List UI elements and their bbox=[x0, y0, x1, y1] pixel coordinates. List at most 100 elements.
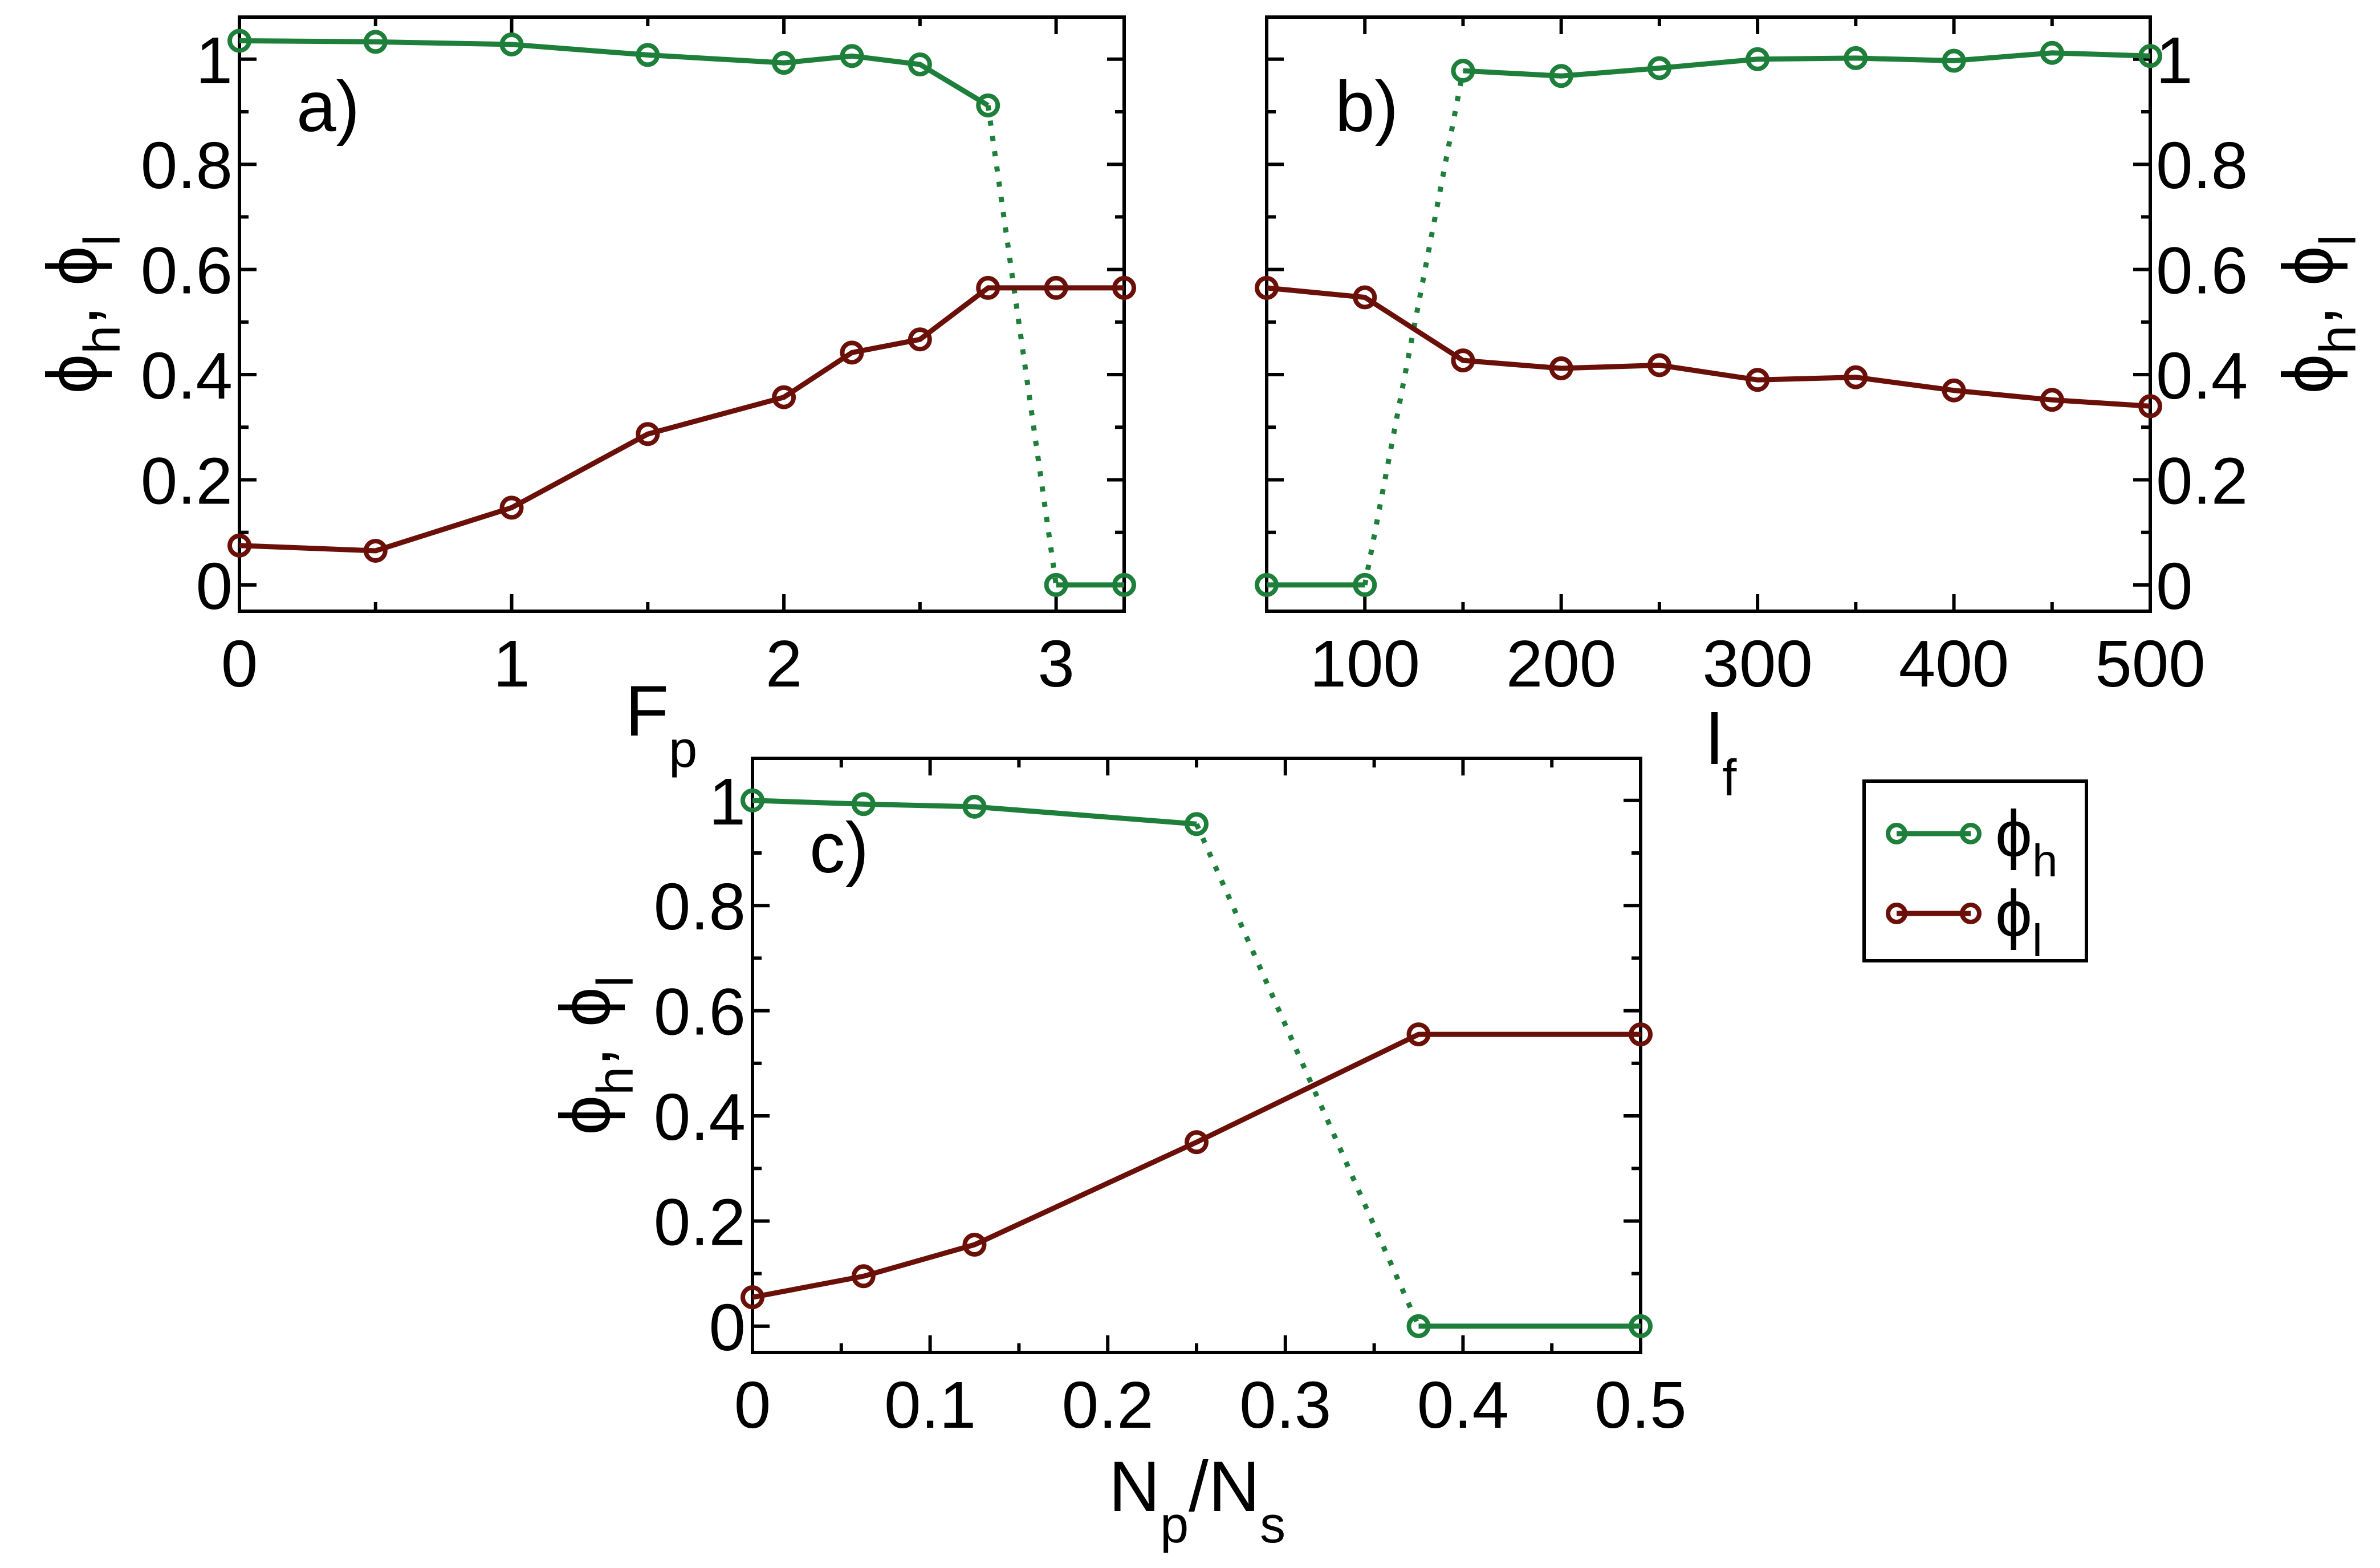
series-phi-h bbox=[741, 788, 1653, 1338]
y-tick-label: 0.4 bbox=[654, 1080, 746, 1154]
y-axis-label-part: l bbox=[74, 234, 131, 246]
x-tick-label: 0.2 bbox=[1062, 1368, 1154, 1442]
x-axis-label: Np/Ns bbox=[1109, 1447, 1285, 1554]
data-point bbox=[1406, 1022, 1431, 1047]
data-point bbox=[499, 32, 524, 56]
data-point bbox=[1746, 47, 1770, 71]
legend-subscript: h bbox=[2032, 835, 2058, 886]
legend-marker bbox=[1886, 903, 1907, 924]
y-tick-label: 0.8 bbox=[141, 128, 233, 202]
data-point bbox=[1255, 572, 1279, 597]
panel-label: a) bbox=[296, 67, 360, 147]
y-tick-label: 0.6 bbox=[2156, 234, 2248, 308]
y-tick-label: 0.2 bbox=[654, 1185, 746, 1259]
y-axis-label-part: h bbox=[587, 1067, 644, 1095]
data-point bbox=[772, 51, 796, 75]
data-point bbox=[636, 43, 660, 67]
y-axis-label-part: ϕ bbox=[33, 246, 112, 286]
data-point bbox=[2040, 40, 2064, 65]
legend-box bbox=[1862, 779, 2088, 962]
series-phi-h bbox=[227, 29, 1136, 597]
series-dotted-transition bbox=[1194, 823, 1421, 1327]
data-point bbox=[1647, 353, 1671, 377]
y-tick-label: 1 bbox=[709, 765, 746, 839]
data-point bbox=[1185, 812, 1209, 836]
y-axis-label-part: , bbox=[33, 286, 112, 325]
y-axis-label-part: h bbox=[2310, 326, 2367, 354]
legend-marker bbox=[1886, 823, 1907, 844]
x-tick-label: 0 bbox=[734, 1368, 771, 1442]
data-point bbox=[1451, 348, 1475, 373]
x-axis-label-part: p bbox=[1160, 1497, 1189, 1554]
data-point bbox=[908, 52, 932, 76]
data-point bbox=[1406, 1314, 1431, 1338]
x-axis-label-part: p bbox=[669, 721, 697, 778]
data-point bbox=[840, 340, 864, 365]
data-point bbox=[1044, 572, 1068, 597]
data-point bbox=[499, 495, 524, 520]
panel-c-frame bbox=[751, 757, 1642, 1354]
y-tick-label: 0 bbox=[709, 1290, 746, 1364]
data-point bbox=[962, 794, 987, 819]
data-point bbox=[1044, 275, 1068, 300]
y-axis-label-part: ϕ bbox=[546, 987, 625, 1027]
data-point bbox=[1451, 59, 1475, 83]
x-tick-label: 100 bbox=[1309, 627, 1420, 701]
x-axis-label: lf bbox=[1707, 700, 1738, 807]
series-line bbox=[752, 798, 1197, 827]
y-tick-label: 0 bbox=[2156, 549, 2193, 623]
data-point bbox=[636, 422, 660, 446]
x-tick-label: 0.1 bbox=[884, 1368, 976, 1442]
data-point bbox=[1746, 368, 1770, 392]
y-tick-label: 0.2 bbox=[141, 444, 233, 518]
data-point bbox=[1844, 46, 1868, 70]
data-point bbox=[1353, 285, 1377, 310]
y-axis-label: ϕh, ϕl bbox=[33, 234, 131, 394]
y-axis-label-part: l bbox=[2310, 234, 2367, 246]
x-axis-label-part: /N bbox=[1189, 1447, 1260, 1526]
x-tick-label: 400 bbox=[1899, 627, 2009, 701]
data-point bbox=[962, 1232, 987, 1257]
y-tick-label: 0.6 bbox=[654, 975, 746, 1049]
x-tick-label: 0.3 bbox=[1239, 1368, 1331, 1442]
y-tick-label: 0.2 bbox=[2156, 444, 2248, 518]
data-point bbox=[1549, 64, 1573, 88]
x-tick-label: 0.4 bbox=[1417, 1368, 1509, 1442]
y-tick-label: 0.4 bbox=[141, 339, 233, 413]
y-axis-label-part: ϕ bbox=[546, 1095, 625, 1135]
y-tick-label: 0 bbox=[196, 549, 233, 623]
legend-subscript: l bbox=[2032, 915, 2043, 966]
series-line bbox=[1266, 285, 2151, 409]
data-point bbox=[741, 1285, 764, 1310]
x-tick-label: 300 bbox=[1702, 627, 1813, 701]
data-point bbox=[1549, 356, 1573, 380]
series-line bbox=[239, 285, 1124, 554]
data-point bbox=[1942, 378, 1966, 403]
data-point bbox=[976, 93, 1000, 117]
legend-item: ϕl bbox=[1886, 876, 2043, 966]
data-point bbox=[1255, 275, 1279, 300]
series-line bbox=[752, 1031, 1641, 1300]
series-dotted-transition bbox=[985, 105, 1059, 586]
data-point bbox=[1185, 1130, 1209, 1155]
y-tick-label: 1 bbox=[196, 23, 233, 98]
data-point bbox=[1629, 1022, 1653, 1047]
x-tick-label: 0 bbox=[221, 627, 258, 701]
data-point bbox=[840, 44, 864, 68]
data-point bbox=[1647, 56, 1671, 80]
legend-marker bbox=[1960, 823, 1982, 844]
data-point bbox=[363, 538, 388, 563]
panel-b-frame bbox=[1265, 15, 2152, 613]
data-point bbox=[227, 533, 251, 558]
series-line bbox=[1463, 50, 2151, 79]
legend-label: ϕh bbox=[1995, 797, 2057, 886]
panel-a-frame bbox=[238, 15, 1126, 613]
y-axis-label: ϕh, ϕl bbox=[2269, 234, 2367, 394]
legend-item: ϕh bbox=[1886, 797, 2057, 886]
data-point bbox=[2138, 44, 2162, 68]
data-point bbox=[2040, 388, 2064, 412]
x-tick-label: 200 bbox=[1506, 627, 1617, 701]
data-point bbox=[363, 30, 388, 54]
